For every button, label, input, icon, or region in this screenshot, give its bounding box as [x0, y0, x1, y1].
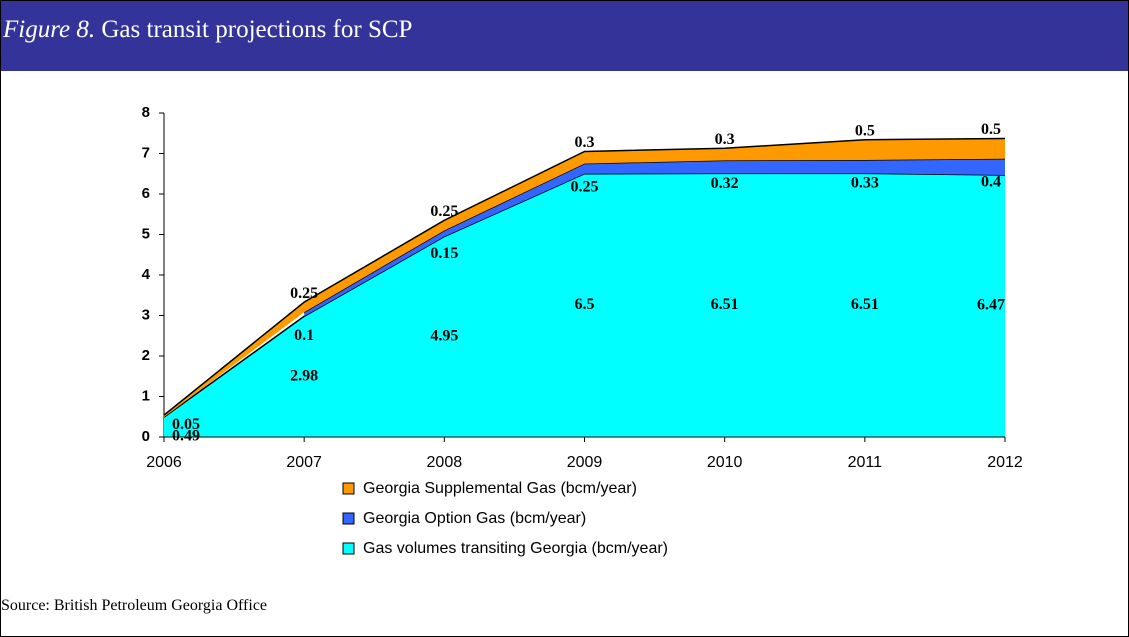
data-label: 6.47 [977, 297, 1005, 314]
data-label: 0.4 [981, 173, 1001, 190]
legend-label: Gas volumes transiting Georgia (bcm/year… [363, 540, 668, 557]
data-label: 6.51 [711, 296, 739, 313]
data-label: 0.25 [430, 203, 458, 220]
data-label: 0.05 [172, 416, 200, 433]
x-tick-label: 2012 [987, 454, 1023, 471]
area [164, 173, 1005, 437]
data-label: 4.95 [430, 327, 458, 344]
y-tick-label: 4 [142, 266, 151, 283]
legend-swatch [342, 512, 355, 525]
legend-label: Georgia Option Gas (bcm/year) [363, 510, 586, 527]
figure-label: Figure 8. [3, 16, 96, 43]
y-tick-label: 0 [142, 428, 150, 445]
y-tick-label: 6 [142, 185, 150, 202]
x-tick-label: 2011 [848, 454, 883, 471]
x-tick-label: 2008 [427, 454, 463, 471]
area-edge [163, 137, 1006, 416]
data-label: 0.32 [711, 175, 739, 192]
figure-header: Figure 8. Gas transit projections for SC… [1, 1, 1128, 71]
data-label: 0.3 [715, 131, 735, 148]
y-tick-label: 7 [142, 144, 150, 161]
data-label: 2.98 [290, 367, 318, 384]
x-tick-label: 2007 [286, 454, 322, 471]
data-label: 0.3 [575, 134, 595, 151]
x-tick-label: 2010 [707, 454, 743, 471]
x-tick-label: 2006 [146, 454, 182, 471]
y-tick-label: 8 [142, 104, 150, 121]
data-label: 0.49 [172, 428, 200, 445]
data-label: 0.25 [571, 178, 599, 195]
y-tick-label: 5 [142, 225, 150, 242]
x-tick-label: 2009 [567, 454, 603, 471]
data-label: 0.5 [981, 121, 1001, 138]
data-label: 0.25 [290, 285, 318, 302]
data-label: 6.5 [575, 296, 595, 313]
data-label: 0.5 [855, 122, 875, 139]
legend-swatch [342, 542, 355, 555]
figure-title: Gas transit projections for SCP [101, 16, 413, 43]
data-label: 6.51 [851, 296, 879, 313]
y-tick-label: 2 [142, 347, 150, 364]
data-label: 0.1 [294, 327, 314, 344]
y-tick-label: 1 [142, 387, 150, 404]
legend-label: Georgia Supplemental Gas (bcm/year) [363, 480, 637, 497]
data-label: 0.33 [851, 175, 879, 192]
legend-swatch [342, 482, 355, 495]
data-label: 0.15 [430, 245, 458, 262]
y-tick-label: 3 [142, 306, 150, 323]
chart: 0 1 2 3 4 5 6 7 8 0.49 2.98 4.95 6.5 6.51 6.51 6.47 0.1 0… [142, 104, 1023, 557]
source-note: Source: British Petroleum Georgia Office [1, 597, 268, 614]
